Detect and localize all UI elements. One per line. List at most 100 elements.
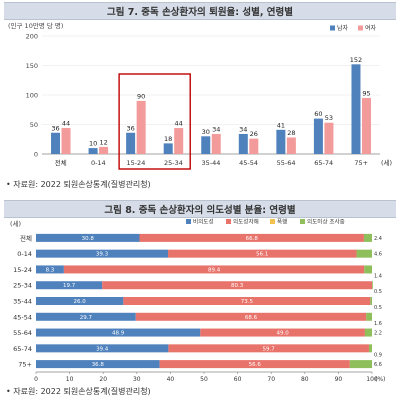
stacked-segment — [36, 265, 64, 274]
bar-male — [88, 148, 98, 154]
y-axis-unit-label: (세) — [10, 219, 21, 228]
segment-value-label: 30.8 — [82, 236, 95, 242]
x-tick-label: 전체 — [55, 158, 67, 167]
segment-value-label: 2.2 — [374, 331, 382, 337]
x-tick-label: 60 — [234, 376, 242, 383]
stacked-segment — [159, 360, 350, 369]
segment-value-label: 73.5 — [241, 299, 254, 305]
bar-value-label: 44 — [175, 120, 183, 128]
y-tick-label: 200 — [26, 33, 38, 41]
segment-value-label: 56.1 — [256, 252, 268, 258]
x-tick-label: 0 — [34, 376, 38, 383]
x-tick-label: 100 — [366, 376, 378, 383]
segment-value-label: 19.7 — [63, 283, 76, 289]
bar-male — [201, 136, 211, 154]
bar-male — [351, 64, 361, 154]
legend-swatch — [358, 25, 363, 31]
x-tick-label: 15-24 — [126, 159, 145, 167]
y-category-label: 15-24 — [13, 266, 32, 274]
x-tick-label: 25-34 — [164, 159, 183, 167]
segment-value-label: 0.9 — [374, 352, 382, 358]
bar-value-label: 90 — [137, 92, 145, 100]
bar-value-label: 36 — [51, 124, 59, 132]
stacked-segment — [366, 312, 372, 321]
bar-female — [211, 133, 221, 154]
bar-value-label: 41 — [277, 121, 285, 129]
stacked-segment — [36, 344, 169, 353]
segment-value-label: 36.8 — [92, 362, 105, 368]
segment-value-label: 56.6 — [249, 362, 262, 368]
stacked-segment — [200, 328, 365, 337]
x-tick-label: 40 — [167, 376, 175, 383]
stacked-segment — [364, 265, 372, 274]
stacked-segment — [135, 312, 367, 321]
bar-female — [324, 122, 334, 154]
bar-value-label: 36 — [126, 124, 134, 132]
stacked-segment — [36, 360, 160, 369]
stacked-segment — [356, 249, 372, 258]
x-tick-label: 90 — [335, 376, 343, 383]
x-tick-label: 45-54 — [239, 159, 258, 167]
bar-value-label: 30 — [202, 128, 210, 136]
bar-male — [313, 118, 323, 154]
bar-value-label: 34 — [239, 125, 247, 133]
segment-value-label: 80.3 — [231, 283, 244, 289]
y-tick-label: 50 — [30, 121, 38, 129]
x-tick-label: 20 — [99, 376, 107, 383]
stacked-segment — [63, 265, 365, 274]
legend-swatch — [330, 25, 335, 31]
x-tick-label: 35-44 — [202, 159, 221, 167]
y-category-label: 0-14 — [17, 250, 32, 258]
bar-male — [51, 132, 61, 154]
segment-value-label: 1.4 — [374, 273, 382, 279]
legend-label: 여자 — [365, 24, 377, 32]
y-tick-label: 100 — [26, 92, 38, 100]
segment-value-label: 4.6 — [374, 252, 382, 258]
figure8-source: • 자료원: 2022 퇴원손상통계(질병관리청) — [6, 387, 151, 396]
y-tick-label: 0 — [34, 151, 38, 159]
segment-value-label: 0.5 — [374, 289, 382, 295]
legend-label: 폭행 — [277, 218, 287, 226]
bar-female — [61, 128, 71, 154]
segment-value-label: 1.6 — [374, 321, 382, 327]
bar-value-label: 10 — [89, 140, 97, 148]
y-axis-unit-label: (인구 10만명 당 명) — [8, 21, 63, 30]
segment-value-label: 6.6 — [374, 362, 382, 368]
bar-male — [238, 133, 248, 154]
figure7-title: 그림 7. 중독 손상환자의 퇴원율: 성별, 연령별 — [4, 2, 396, 20]
x-tick-label: 50 — [200, 376, 208, 383]
bar-male — [163, 143, 173, 154]
legend-swatch — [186, 219, 191, 224]
bar-male — [126, 132, 136, 154]
legend-label: 남자 — [337, 24, 349, 32]
legend-label: 의도미상 조사중 — [307, 218, 345, 226]
x-tick-label: 0-14 — [91, 159, 106, 167]
stacked-segment — [372, 281, 373, 290]
stacked-segment — [102, 281, 372, 290]
bar-male — [276, 129, 286, 154]
segment-value-label: 48.9 — [112, 331, 125, 337]
bar-value-label: 26 — [250, 130, 258, 138]
bar-female — [174, 128, 184, 154]
x-tick-label: 80 — [301, 376, 309, 383]
y-category-label: 75+ — [18, 361, 32, 369]
bar-value-label: 53 — [325, 114, 333, 122]
x-tick-label: 55-64 — [277, 159, 296, 167]
stacked-segment — [36, 312, 136, 321]
x-axis-unit-label: (%) — [375, 376, 385, 383]
bar-female — [249, 138, 259, 154]
figure7-source: • 자료원: 2022 퇴원손상통계(질병관리청) — [6, 180, 151, 189]
stacked-segment — [36, 249, 169, 258]
stacked-segment — [368, 344, 372, 353]
y-tick-label: 150 — [26, 62, 38, 70]
stacked-segment — [349, 360, 372, 369]
bar-female — [361, 97, 371, 154]
segment-value-label: 68.6 — [245, 315, 258, 321]
segment-value-label: 29.7 — [80, 315, 93, 321]
segment-value-label: 0.5 — [374, 305, 382, 311]
figure8-title: 그림 8. 중독 손상환자의 의도성별 분율: 연령별 — [4, 200, 396, 218]
stacked-segment — [36, 328, 201, 337]
stacked-segment — [36, 297, 124, 305]
segment-value-label: 2.4 — [374, 236, 382, 242]
